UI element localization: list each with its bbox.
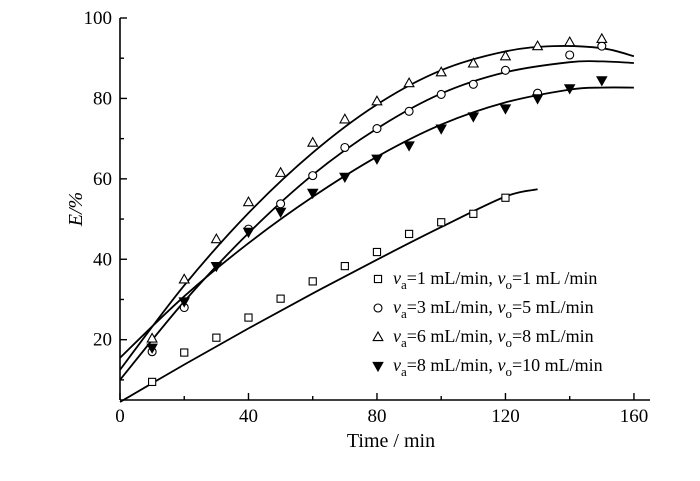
point-s4	[306, 188, 319, 200]
x-tick-label: 120	[491, 406, 520, 427]
point-s4	[242, 227, 255, 239]
point-s4	[499, 104, 512, 115]
point-s4	[531, 94, 544, 105]
fit-curve-s4	[119, 86, 634, 359]
fit-curve-s1	[119, 188, 538, 403]
data-points	[146, 32, 608, 387]
legend-marker-s2	[373, 303, 383, 313]
y-tick-label: 40	[93, 249, 112, 270]
point-s2	[597, 41, 607, 51]
point-s3	[403, 76, 415, 88]
point-s3	[371, 95, 383, 106]
point-s3	[339, 113, 351, 124]
point-s1	[148, 377, 157, 387]
point-s2	[340, 142, 350, 153]
y-tick-label: 20	[93, 330, 112, 351]
x-tick-label: 0	[115, 406, 125, 427]
point-s4	[596, 76, 608, 87]
point-s4	[467, 112, 480, 123]
point-s2	[276, 199, 286, 209]
point-s2	[372, 124, 382, 134]
point-s2	[500, 65, 510, 75]
y-axis-label: E/%	[65, 192, 87, 227]
legend-entry-s3: va=6 mL/min, vo=8 mL/min	[393, 326, 594, 350]
point-s2	[436, 89, 446, 99]
point-s2	[565, 50, 575, 60]
point-s4	[371, 154, 383, 165]
point-s1	[340, 261, 349, 271]
point-s4	[274, 207, 287, 218]
x-axis-label: Time / min	[347, 430, 435, 452]
legend: va=1 mL/min, vo=1 mL /min va=3 mL/min, vo…	[372, 268, 603, 379]
point-s1	[501, 193, 510, 202]
point-s3	[306, 136, 319, 147]
point-s3	[563, 35, 576, 47]
point-s3	[499, 50, 512, 61]
point-s4	[435, 124, 447, 135]
point-s4	[210, 261, 223, 273]
point-s4	[146, 343, 158, 354]
point-s1	[437, 218, 446, 227]
point-s3	[274, 166, 287, 177]
point-s4	[403, 141, 415, 152]
x-tick-label: 160	[620, 406, 649, 427]
point-s1	[212, 333, 221, 342]
y-tick-label: 60	[93, 169, 112, 190]
fit-curve-s3	[119, 45, 635, 371]
y-tick-label: 100	[84, 8, 113, 29]
point-s3	[210, 232, 223, 244]
point-s2	[308, 171, 318, 181]
point-s3	[596, 32, 608, 44]
legend-entry-s1: va=1 mL/min, vo=1 mL /min	[393, 268, 597, 292]
point-s1	[308, 277, 317, 286]
y-tick-label: 80	[93, 88, 112, 109]
point-s3	[467, 57, 480, 68]
legend-marker-s3	[372, 330, 384, 342]
point-s3	[435, 66, 447, 77]
point-s4	[178, 297, 191, 308]
point-s3	[531, 39, 544, 51]
point-s1	[276, 294, 285, 303]
point-s2	[404, 106, 414, 116]
point-s1	[469, 209, 478, 218]
x-tick-label: 40	[239, 406, 258, 427]
axis-ticks: 0 40 80 120 160 20 40 60 80 100	[84, 8, 649, 427]
point-s1	[180, 348, 189, 357]
point-s1	[244, 313, 253, 322]
legend-entry-s4: va=8 mL/min, vo=10 mL/min	[393, 355, 603, 379]
point-s4	[563, 84, 576, 95]
plot-frame	[119, 18, 650, 401]
point-s4	[339, 172, 351, 183]
point-s1	[404, 229, 414, 239]
legend-marker-s1	[373, 274, 383, 284]
legend-marker-s4	[372, 361, 384, 373]
legend-entry-s2: va=3 mL/min, vo=5 mL/min	[393, 297, 594, 321]
point-s3	[242, 196, 255, 207]
point-s3	[178, 273, 191, 284]
point-s3	[146, 332, 158, 343]
x-tick-label: 80	[367, 406, 386, 427]
point-s2	[468, 79, 478, 89]
point-s1	[372, 247, 382, 257]
